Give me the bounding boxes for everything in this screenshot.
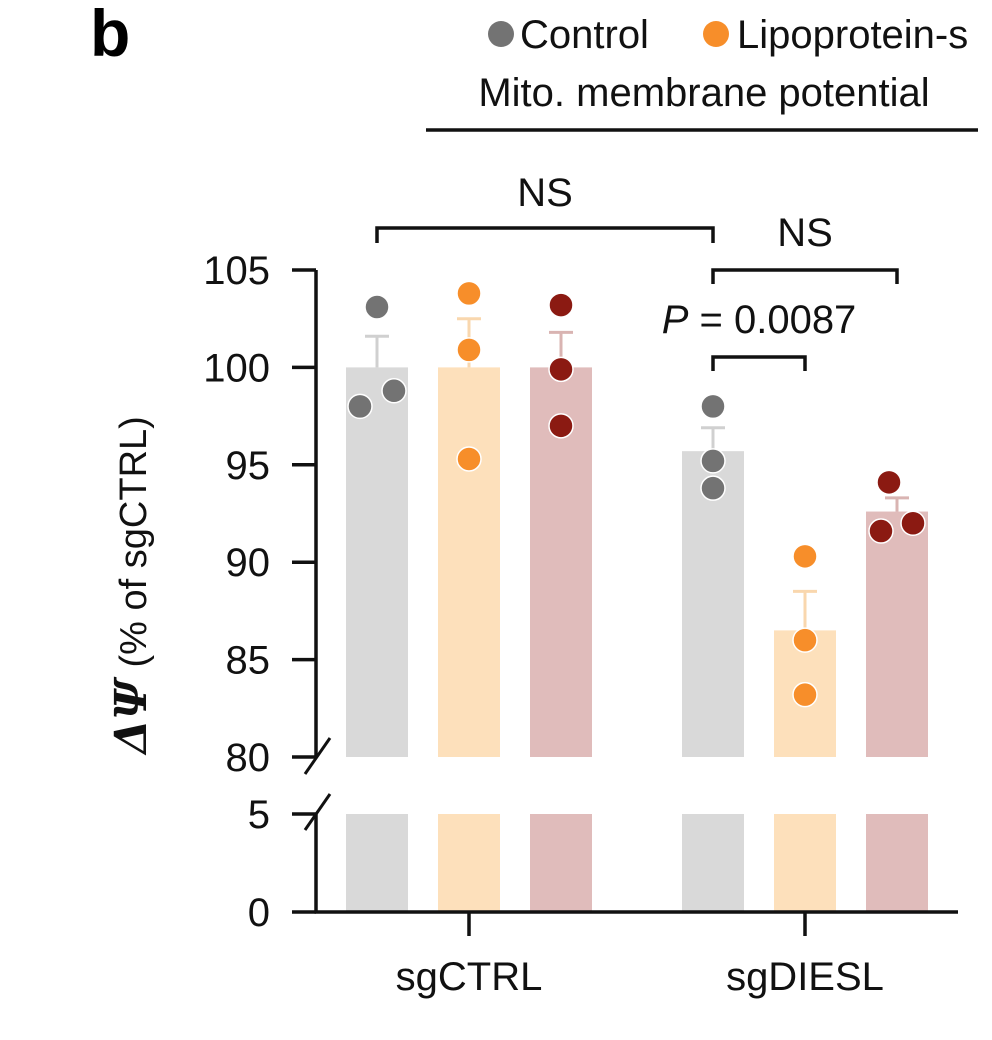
bar: [866, 511, 928, 757]
y-tick-label: 100: [203, 346, 270, 390]
data-point: [548, 292, 574, 318]
data-point: [868, 518, 894, 544]
data-point: [456, 446, 482, 472]
legend-marker-control: [488, 21, 514, 47]
y-axis-label: ΔΨ (% of sgCTRL): [106, 416, 157, 756]
legend-marker-lipoprotein: [703, 21, 729, 47]
significance-bracket: P = 0.0087: [662, 298, 857, 371]
bar-lower-segment: [774, 814, 836, 912]
y-tick-label: 90: [226, 541, 271, 585]
x-tick-label: sgDIESL: [726, 955, 884, 999]
legend-label-control: Control: [520, 13, 649, 57]
svg-text:ΔΨ (% of sgCTRL): ΔΨ (% of sgCTRL): [106, 416, 157, 756]
significance-label: NS: [517, 171, 573, 215]
bracket-line: [711, 268, 899, 284]
significance-label: NS: [777, 211, 833, 255]
legend-label-lipoprotein: Lipoprotein-s: [737, 13, 968, 57]
bracket-line: [711, 355, 807, 371]
x-tick-label: sgCTRL: [396, 955, 543, 999]
data-point: [347, 393, 373, 420]
data-point: [876, 469, 902, 496]
legend: Control Lipoprotein-s: [488, 13, 968, 57]
data-point: [456, 337, 482, 363]
data-point: [700, 393, 726, 420]
bar: [346, 367, 408, 757]
data-point: [548, 413, 574, 439]
data-point: [381, 378, 407, 404]
data-point: [700, 475, 726, 501]
y-axis-label-symbol: ΔΨ: [106, 676, 157, 756]
data-point: [792, 627, 818, 653]
axis-break-mark: [303, 737, 332, 775]
plot-area: 0 5 80 85 90 95 100 105 sgCTRL sgDIESL NS NS P = 0.0…: [203, 171, 958, 999]
panel-label: b: [90, 0, 130, 70]
data-point: [548, 356, 574, 383]
y-tick-label: 105: [203, 249, 270, 293]
data-point: [792, 681, 818, 708]
bar-lower-segment: [530, 814, 592, 912]
data-point: [792, 543, 818, 570]
data-point: [700, 448, 726, 474]
data-point: [900, 510, 926, 536]
data-point: [456, 280, 482, 307]
y-axis-label-text: (% of sgCTRL): [113, 416, 155, 667]
chart-title: Mito. membrane potential: [478, 71, 929, 115]
y-tick-label: 0: [248, 891, 270, 935]
significance-bracket: NS: [711, 211, 899, 284]
y-tick-label: 80: [226, 736, 271, 780]
bar: [682, 451, 744, 757]
y-tick-label: 95: [226, 444, 271, 488]
bar-lower-segment: [438, 814, 500, 912]
bar-lower-segment: [346, 814, 408, 912]
axis-break-mark: [303, 793, 332, 831]
bracket-line: [375, 226, 715, 243]
bar: [438, 367, 500, 757]
y-tick-label: 5: [248, 793, 270, 837]
bar-lower-segment: [866, 814, 928, 912]
significance-label: P = 0.0087: [662, 298, 857, 342]
data-point: [364, 294, 390, 320]
y-tick-label: 85: [226, 639, 271, 683]
bar-lower-segment: [682, 814, 744, 912]
significance-bracket: NS: [375, 171, 715, 243]
